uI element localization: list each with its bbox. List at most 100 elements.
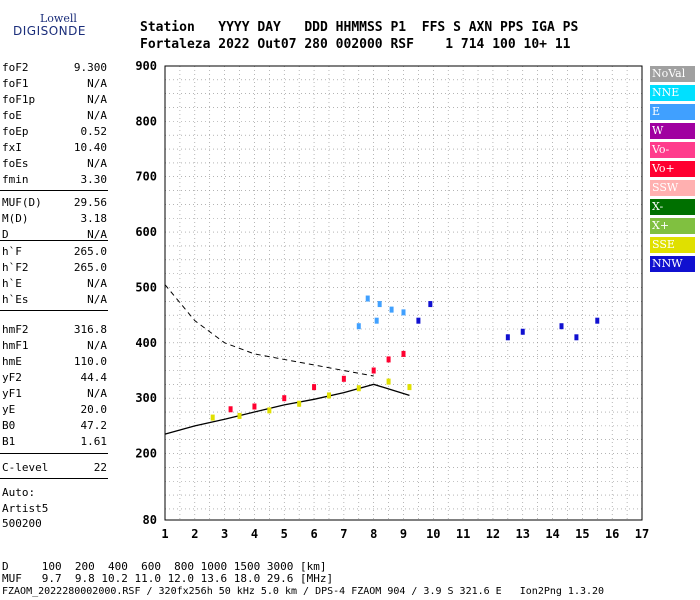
param-row: hmF1 N/A [2, 338, 107, 354]
param-key: foEp [2, 125, 29, 138]
data-point [237, 412, 242, 419]
x-tick-label: 6 [310, 527, 317, 541]
param-row: D N/A [2, 227, 107, 243]
legend-item-nnw: NNW [650, 256, 695, 272]
auto-program: Artist5 [2, 502, 49, 515]
logo-lowell-text: Lowell [40, 12, 77, 25]
param-value: 316.8 [73, 323, 107, 336]
param-row: foF1p N/A [2, 92, 107, 108]
param-key: foF2 [2, 61, 29, 74]
plot-frame [164, 65, 643, 521]
legend-item-nne: NNE [650, 85, 695, 101]
param-row: MUF(D) 29.56 [2, 195, 107, 211]
param-key: yF1 [2, 387, 22, 400]
param-key: C-level [2, 461, 49, 474]
legend-item-w: W [650, 123, 695, 139]
data-point [371, 367, 376, 374]
param-value: 20.0 [80, 403, 108, 416]
legend-item-ssw: SSW [650, 180, 695, 196]
param-value: 22 [93, 461, 107, 474]
param-row: foF2 9.300 [2, 60, 107, 76]
footer-distance-row: D 100 200 400 600 800 1000 1500 3000 [km… [2, 560, 327, 573]
param-row: foE N/A [2, 108, 107, 124]
param-separator [0, 240, 108, 241]
param-separator [0, 478, 108, 479]
param-key: yE [2, 403, 16, 416]
x-tick-label: 17 [635, 527, 649, 541]
param-row: M(D) 3.18 [2, 211, 107, 227]
param-value: 3.18 [80, 212, 108, 225]
param-row: hmE 110.0 [2, 354, 107, 370]
legend-item-sse: SSE [650, 237, 695, 253]
param-row: fxI 10.40 [2, 140, 107, 156]
param-value: N/A [87, 293, 107, 306]
data-point [386, 356, 391, 363]
x-tick-label: 12 [486, 527, 500, 541]
logo-digisonde-text: DIGISONDE [13, 24, 86, 38]
legend-item-noval: NoVal [650, 66, 695, 82]
legend-item-x-: X+ [650, 218, 695, 234]
data-point [356, 323, 361, 330]
param-row: fmin 3.30 [2, 172, 107, 188]
x-tick-label: 16 [605, 527, 619, 541]
param-key: hmE [2, 355, 22, 368]
legend-item-x-: X- [650, 199, 695, 215]
data-point [401, 309, 406, 316]
data-point [365, 295, 370, 302]
legend-item-e: E [650, 104, 695, 120]
param-key: D [2, 228, 9, 241]
data-point [312, 384, 317, 391]
param-key: foE [2, 109, 22, 122]
param-key: fmin [2, 173, 29, 186]
header-line-1: Station YYYY DAY DDD HHMMSS P1 FFS S AXN… [140, 20, 579, 35]
x-tick-label: 5 [281, 527, 288, 541]
param-value: 47.2 [80, 419, 108, 432]
param-row: B0 47.2 [2, 418, 107, 434]
x-tick-label: 9 [400, 527, 407, 541]
x-tick-label: 10 [426, 527, 440, 541]
param-value: 44.4 [80, 371, 108, 384]
footer-file-info: FZAOM_2022280002000.RSF / 320fx256h 50 k… [2, 586, 605, 597]
data-point [574, 334, 579, 341]
param-key: foF1 [2, 77, 29, 90]
x-tick-label: 15 [575, 527, 589, 541]
param-value: N/A [87, 109, 107, 122]
x-tick-label: 4 [251, 527, 258, 541]
x-tick-label: 14 [545, 527, 559, 541]
data-point [297, 400, 302, 407]
data-point [559, 323, 564, 330]
param-row: yF2 44.4 [2, 370, 107, 386]
param-key: M(D) [2, 212, 29, 225]
param-value: N/A [87, 93, 107, 106]
data-point [505, 334, 510, 341]
y-tick-label: 800 [135, 114, 157, 128]
param-value: N/A [87, 228, 107, 241]
param-key: B1 [2, 435, 16, 448]
data-point [267, 407, 272, 414]
auto-code: 500200 [2, 517, 42, 530]
param-row: yE 20.0 [2, 402, 107, 418]
profile-curve [164, 383, 410, 435]
param-key: MUF(D) [2, 196, 42, 209]
param-row: h`F2 265.0 [2, 260, 107, 276]
auto-label: Auto: [2, 486, 36, 499]
data-point [520, 328, 525, 335]
param-row: C-level 22 [2, 460, 107, 476]
param-row: foF1 N/A [2, 76, 107, 92]
data-point [282, 395, 287, 402]
x-tick-label: 13 [516, 527, 530, 541]
param-value: N/A [87, 339, 107, 352]
x-tick-label: 11 [456, 527, 470, 541]
data-point [228, 406, 233, 413]
data-point [326, 392, 331, 399]
param-row: h`F 265.0 [2, 244, 107, 260]
param-row: yF1 N/A [2, 386, 107, 402]
data-point [386, 378, 391, 385]
param-value: N/A [87, 157, 107, 170]
param-value: N/A [87, 77, 107, 90]
data-point [252, 403, 257, 410]
param-value: 3.30 [80, 173, 108, 186]
y-tick-label: 700 [135, 170, 157, 184]
y-tick-label: 400 [135, 336, 157, 350]
